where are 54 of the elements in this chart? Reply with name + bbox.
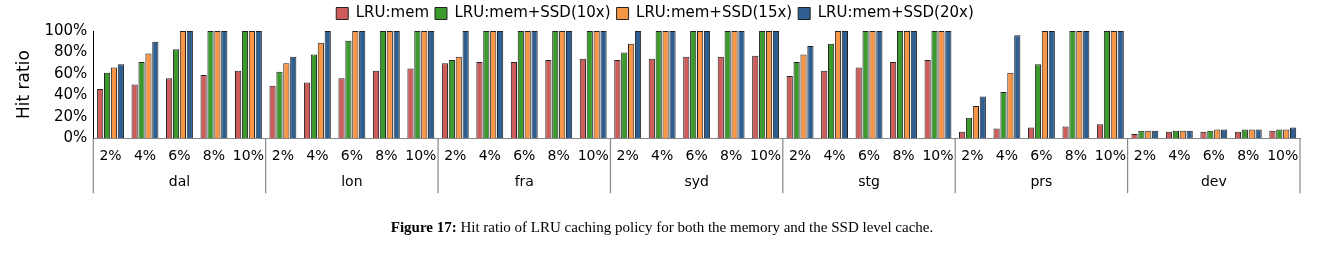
x-tick-label: 2% [616,147,639,164]
x-tick-label: 6% [340,147,363,164]
y-tick-label: 40% [53,85,88,104]
x-tick-label: 6% [685,147,708,164]
text: stg [858,172,880,189]
x-tick-label: 6% [857,147,881,164]
x-tick-label: 2% [99,147,122,164]
x-tick-label: 10% [922,147,954,164]
x-tick-label: 6% [168,147,191,164]
x-tick-label: 8% [202,147,226,164]
x-tick-label: 8% [1237,147,1260,164]
x-tick-label: 4% [1168,147,1191,164]
x-tick-label: 10% [232,147,264,164]
x-tick-label: 4% [651,147,674,164]
x-tick-label: 6% [513,147,536,164]
text: dal [168,172,191,189]
x-tick-label: 4% [823,147,846,164]
x-tick-label: 10% [577,147,609,164]
text: dev [1200,172,1227,189]
legend-label: LRU:mem+SSD(10x) [454,3,611,22]
x-tick-label: 8% [1064,147,1087,164]
x-tick-label: 4% [133,147,157,164]
x-tick-label: 8% [375,147,398,164]
x-tick-label: 4% [478,147,501,164]
x-tick-label: 2% [271,147,295,164]
text: prs [1030,172,1053,189]
x-tick-label: 10% [1267,147,1299,164]
x-tick-label: 10% [405,147,437,164]
legend-label: LRU:mem [355,3,429,22]
y-tick-label: 60% [53,63,88,82]
y-tick-label: 20% [53,106,88,125]
x-tick-label: 6% [1030,147,1053,164]
text: Figure 17: Hit ratio of LRU caching policy for both the memory and the SSD level cache. [389,219,935,236]
text: fra [514,172,534,189]
x-tick-label: 4% [995,147,1019,164]
y-tick-label: 0% [63,128,88,147]
x-tick-label: 8% [720,147,743,164]
text: syd [684,172,709,189]
x-tick-label: 4% [306,147,329,164]
y-axis-title: Hit ratio [12,50,33,119]
x-tick-label: 2% [961,147,984,164]
x-tick-label: 8% [892,147,915,164]
x-tick-label: 8% [547,147,570,164]
legend-label: LRU:mem+SSD(20x) [817,3,974,22]
y-tick-label: 100% [44,20,88,39]
text: lon [341,172,363,189]
y-tick-label: 80% [53,42,88,61]
legend-label: LRU:mem+SSD(15x) [636,3,793,22]
x-tick-label: 2% [444,147,467,164]
x-tick-label: 2% [788,147,812,164]
x-tick-label: 6% [1202,147,1225,164]
x-tick-label: 10% [750,147,782,164]
x-tick-label: 10% [1094,147,1126,164]
x-tick-label: 2% [1133,147,1156,164]
